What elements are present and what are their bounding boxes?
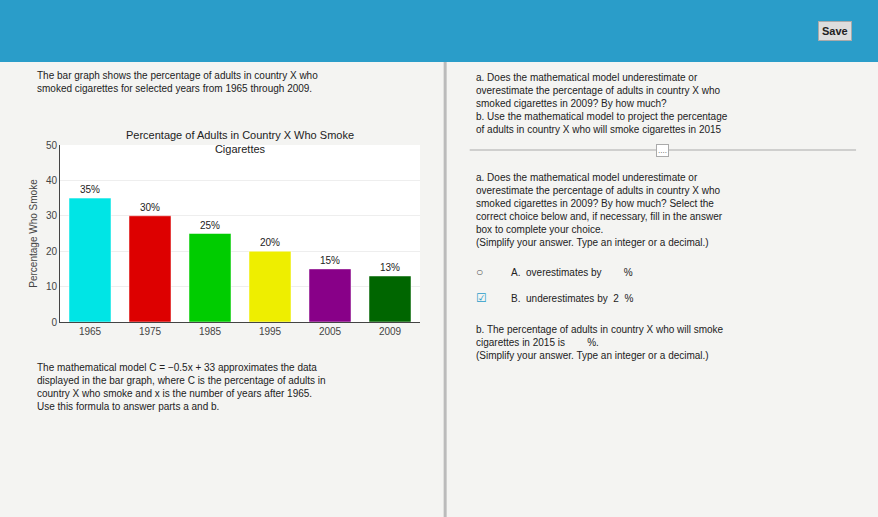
svg-text:20: 20 <box>46 246 58 257</box>
svg-text:a. Does the mathematical model: a. Does the mathematical model underesti… <box>476 72 728 135</box>
svg-text:20%: 20% <box>260 237 280 248</box>
svg-text:2005: 2005 <box>319 326 342 337</box>
svg-text:○: ○ <box>476 265 483 279</box>
svg-text:25%: 25% <box>200 220 220 231</box>
svg-text:Percentage Who Smoke: Percentage Who Smoke <box>28 179 39 288</box>
svg-text:A. overestimates by %: A. overestimates by % <box>511 267 633 278</box>
svg-text:The mathematical model C = −0.: The mathematical model C = −0.5x + 33 ap… <box>37 362 326 412</box>
svg-text:0: 0 <box>51 317 57 328</box>
svg-text:35%: 35% <box>80 184 100 195</box>
svg-text:10: 10 <box>46 281 58 292</box>
svg-text:Percentage of Adults in Countr: Percentage of Adults in Country X Who Sm… <box>126 129 354 155</box>
svg-text:1985: 1985 <box>199 326 222 337</box>
svg-text:Save: Save <box>822 25 848 37</box>
svg-text:1975: 1975 <box>139 326 162 337</box>
svg-text:☑: ☑ <box>476 291 487 305</box>
svg-text:B. underestimates by 2 %: B. underestimates by 2 % <box>511 293 633 304</box>
svg-text:13%: 13% <box>380 262 400 273</box>
svg-text:1995: 1995 <box>259 326 282 337</box>
svg-text:30%: 30% <box>140 202 160 213</box>
svg-text:....: .... <box>658 146 667 155</box>
svg-text:a. Does the mathematical model: a. Does the mathematical model underesti… <box>476 172 723 248</box>
svg-text:30: 30 <box>46 210 58 221</box>
svg-text:1965: 1965 <box>79 326 102 337</box>
svg-text:b. The percentage of adults in: b. The percentage of adults in country X… <box>476 324 724 361</box>
svg-text:15%: 15% <box>320 255 340 266</box>
svg-text:50: 50 <box>46 140 58 151</box>
svg-text:2009: 2009 <box>379 326 402 337</box>
svg-text:The bar graph shows the percen: The bar graph shows the percentage of ad… <box>37 70 318 94</box>
svg-text:40: 40 <box>46 175 58 186</box>
